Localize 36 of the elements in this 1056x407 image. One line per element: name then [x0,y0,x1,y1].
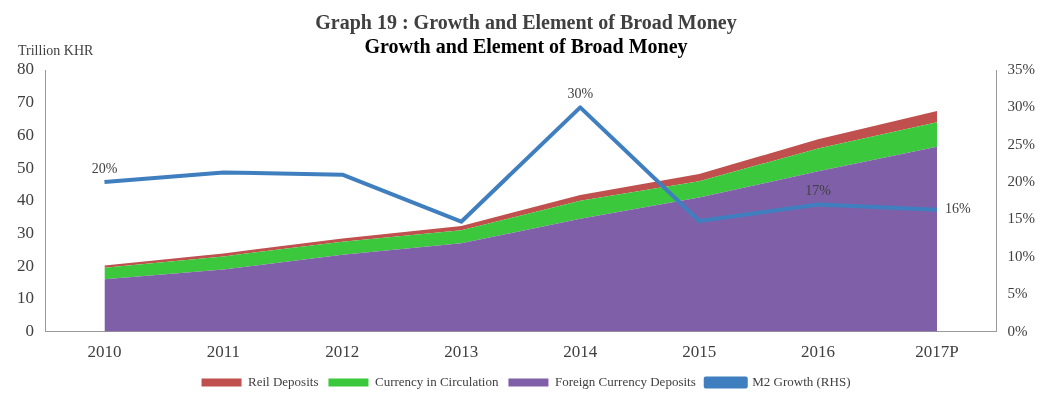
y2-tick-label: 20% [1007,173,1035,190]
y2-tick-label: 5% [1007,285,1028,302]
y-tick-label: 70 [17,92,34,112]
y2-tick-label: 0% [1007,322,1028,339]
x-tick-label: 2013 [444,342,479,362]
y-tick-label: 50 [17,157,34,177]
x-tick-label: 2011 [206,342,241,362]
data-label: 20% [91,160,118,176]
y-tick-label: 20 [17,255,34,275]
y-tick-label: 10 [17,288,34,308]
legend-label: Currency in Circulation [374,373,499,389]
y-tick-label: 80 [17,59,34,79]
chart-subtitle: Growth and Element of Broad Money [364,35,688,59]
y2-tick-label: 10% [1007,247,1035,264]
x-tick-label: 2015 [682,342,717,362]
y2-tick-label: 35% [1007,60,1035,77]
x-tick-label: 2012 [325,342,360,362]
y2-tick-label: 15% [1007,210,1035,227]
y2-tick-label: 25% [1007,135,1035,152]
x-tick-label: 2017P [915,342,959,362]
x-tick-label: 2014 [563,342,598,362]
y-tick-label: 40 [17,190,34,210]
legend-label: Foreign Currency Deposits [554,373,696,389]
legend-label: Reil Deposits [248,373,319,389]
data-label: 16% [945,201,972,217]
chart-title: Graph 19 : Growth and Element of Broad Money [315,11,737,35]
legend-label: M2 Growth (RHS) [752,373,851,389]
y-tick-label: 0 [25,321,34,341]
y-tick-label: 60 [17,124,34,144]
x-tick-label: 2010 [87,342,122,362]
x-tick-label: 2016 [801,342,836,362]
data-label: 17% [805,183,832,199]
data-label: 30% [567,86,594,102]
y-tick-label: 30 [17,222,34,242]
y-axis-title: Trillion KHR [18,42,94,58]
y2-tick-label: 30% [1007,98,1035,115]
